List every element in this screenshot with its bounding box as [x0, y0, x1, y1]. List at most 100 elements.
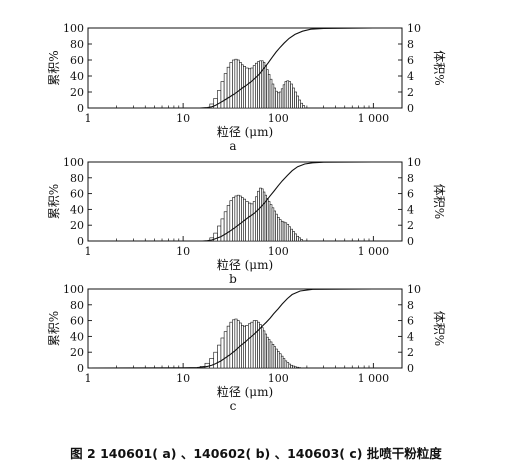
histogram-bar [229, 62, 233, 109]
y-right-tick-label: 6 [407, 54, 414, 67]
x-axis-title: 粒径 (μm) [217, 124, 273, 139]
x-tick-label: 1 [85, 245, 92, 258]
histogram-bar [236, 194, 240, 242]
y-right-tick-label: 10 [407, 156, 421, 169]
x-tick-label: 100 [268, 372, 289, 385]
histogram-bar [220, 337, 225, 369]
y-left-tick-label: 40 [70, 203, 84, 216]
y-right-tick-label: 0 [407, 102, 414, 115]
y-right-tick-label: 10 [407, 283, 421, 296]
histogram-bar [217, 225, 222, 242]
histogram-bar [294, 233, 297, 242]
x-tick-label: 10 [176, 245, 190, 258]
y-left-tick-label: 40 [70, 70, 84, 83]
y-left-tick-label: 20 [70, 346, 84, 359]
histogram-bar [220, 81, 225, 109]
y-left-tick-label: 20 [70, 86, 84, 99]
y-right-tick-label: 2 [407, 219, 414, 232]
histogram-bar [255, 62, 258, 109]
histogram-bar [255, 196, 258, 242]
histogram-bar [209, 358, 215, 369]
y-right-tick-label: 4 [407, 70, 414, 83]
histogram-bar [232, 59, 236, 109]
histogram-bar [232, 197, 236, 242]
x-axis-title: 粒径 (μm) [217, 257, 273, 272]
histogram-bar [296, 366, 299, 369]
y-left-axis-title: 累积% [47, 50, 61, 85]
chart-panel-a: 1 10 100 1 000 0 20 40 60 80 100 0 2 4 6 8 10 累积% 体积% 粒径 (… [47, 22, 446, 153]
histogram-bar [302, 105, 305, 109]
histogram-bar [234, 318, 238, 369]
y-right-tick-label: 8 [407, 172, 414, 185]
x-tick-label: 100 [268, 112, 289, 125]
histogram-bar [245, 325, 249, 369]
y-left-tick-label: 80 [70, 299, 84, 312]
histogram-bar [213, 351, 218, 369]
histogram-bar [229, 321, 233, 369]
y-right-tick-label: 0 [407, 362, 414, 375]
histogram-bar [226, 325, 231, 369]
histogram-bar [234, 58, 238, 109]
histogram-bar [223, 331, 228, 369]
histogram-bar [213, 232, 218, 242]
chart-panel-b: 1 10 100 1 000 0 20 40 60 80 100 0 2 4 6 8 10 累积% 体积% 粒径 (… [47, 156, 446, 286]
histogram-bar [300, 239, 303, 242]
histogram-bar [296, 235, 299, 242]
histogram-bar [250, 203, 254, 242]
histogram-bar [239, 195, 242, 242]
figure-caption: 图 2 140601( a) 、140602( b) 、140603( c) 批… [70, 446, 442, 461]
y-left-tick-label: 60 [70, 315, 84, 328]
histogram-bar [236, 320, 240, 369]
x-tick-label: 1 000 [358, 245, 390, 258]
y-left-tick-label: 60 [70, 54, 84, 67]
y-left-tick-label: 80 [70, 38, 84, 51]
histogram-bar [245, 67, 249, 109]
y-right-axis-title: 体积% [432, 184, 446, 219]
y-left-tick-label: 0 [77, 362, 84, 375]
histogram-bar [294, 91, 297, 109]
histogram-bar [220, 218, 225, 242]
y-left-tick-label: 100 [63, 156, 84, 169]
x-tick-label: 1 000 [358, 372, 390, 385]
histogram-bar [296, 95, 299, 109]
y-right-tick-label: 8 [407, 299, 414, 312]
y-left-tick-label: 0 [77, 102, 84, 115]
histogram-bar [252, 320, 256, 369]
histogram-bar [226, 66, 231, 109]
histogram-bar [248, 323, 252, 369]
x-axis-title: 粒径 (μm) [217, 384, 273, 399]
y-left-tick-label: 80 [70, 172, 84, 185]
x-tick-label: 10 [176, 372, 190, 385]
histogram-bar [243, 325, 246, 369]
histogram-bar [257, 190, 260, 242]
panel-label: b [229, 272, 237, 286]
y-right-tick-label: 2 [407, 346, 414, 359]
histogram-bar [213, 98, 218, 109]
y-right-tick-label: 6 [407, 315, 414, 328]
histogram-bar [217, 90, 222, 109]
y-left-tick-label: 20 [70, 219, 84, 232]
cumulative-curve [87, 288, 391, 369]
histogram-bar [226, 205, 231, 242]
histogram-bar [252, 65, 256, 109]
histogram-bar [252, 201, 256, 242]
histogram-bar [250, 67, 254, 109]
histogram-bar [255, 320, 258, 369]
cumulative-curve [88, 27, 391, 109]
y-left-axis-title: 累积% [47, 184, 61, 219]
x-tick-label: 1 [85, 372, 92, 385]
histogram-bar [257, 61, 260, 109]
x-tick-label: 100 [268, 245, 289, 258]
x-tick-label: 1 [85, 112, 92, 125]
y-left-tick-label: 100 [63, 22, 84, 35]
y-right-tick-label: 6 [407, 188, 414, 201]
y-left-tick-label: 0 [77, 235, 84, 248]
histogram-bar [294, 366, 297, 369]
x-tick-label: 10 [176, 112, 190, 125]
y-left-tick-label: 100 [63, 283, 84, 296]
histogram-bar [223, 73, 228, 109]
histogram-bar [250, 321, 254, 369]
panel-label: a [229, 139, 236, 153]
